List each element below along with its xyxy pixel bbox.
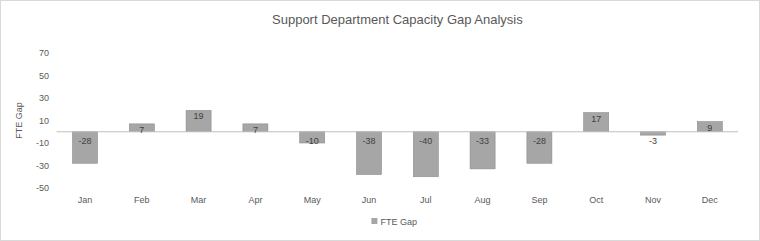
y-tick-label: -10 <box>36 138 49 148</box>
chart-frame <box>1 1 760 241</box>
data-label: -3 <box>649 136 657 146</box>
bars <box>73 110 723 176</box>
x-tick-label: Feb <box>134 195 150 205</box>
x-tick-label: May <box>304 195 322 205</box>
x-tick-label: Oct <box>589 195 604 205</box>
data-label: 17 <box>591 114 601 124</box>
chart-title: Support Department Capacity Gap Analysis <box>272 12 523 27</box>
data-label: -28 <box>78 136 91 146</box>
data-label: -28 <box>533 136 546 146</box>
bar <box>413 132 438 177</box>
data-label: -33 <box>476 136 489 146</box>
x-tick-label: Aug <box>475 195 491 205</box>
x-tick-label: Dec <box>702 195 719 205</box>
chart-container: Support Department Capacity Gap Analysis… <box>0 0 760 241</box>
bar <box>186 110 211 131</box>
bar <box>697 122 722 132</box>
x-tick-label: Apr <box>248 195 262 205</box>
data-label: -40 <box>419 136 432 146</box>
x-axis-line <box>57 131 739 132</box>
data-label: -38 <box>362 136 375 146</box>
y-axis-label: FTE Gap <box>14 102 24 139</box>
bar <box>584 113 609 132</box>
x-tick-label: Nov <box>645 195 662 205</box>
y-tick-label: 10 <box>39 116 49 126</box>
legend-swatch <box>371 218 377 224</box>
bar <box>470 132 495 169</box>
data-label: 7 <box>253 125 258 135</box>
bar <box>357 132 382 175</box>
data-label: 19 <box>194 111 204 121</box>
y-tick-label: 70 <box>39 48 49 58</box>
bar <box>641 132 666 135</box>
data-label: 7 <box>139 125 144 135</box>
y-tick-label: -50 <box>36 183 49 193</box>
legend: FTE Gap <box>371 217 417 227</box>
chart-svg: Support Department Capacity Gap Analysis… <box>0 0 760 241</box>
y-tick-label: 30 <box>39 93 49 103</box>
x-tick-label: Mar <box>191 195 207 205</box>
legend-label: FTE Gap <box>380 217 417 227</box>
y-tick-label: 50 <box>39 71 49 81</box>
bar <box>73 132 98 164</box>
x-tick-label: Jul <box>420 195 432 205</box>
data-label: 9 <box>707 123 712 133</box>
y-tick-label: -30 <box>36 161 49 171</box>
data-label: -10 <box>306 136 319 146</box>
x-tick-label: Sep <box>531 195 547 205</box>
bar <box>527 132 552 164</box>
x-tick-label: Jun <box>362 195 377 205</box>
x-tick-label: Jan <box>78 195 93 205</box>
